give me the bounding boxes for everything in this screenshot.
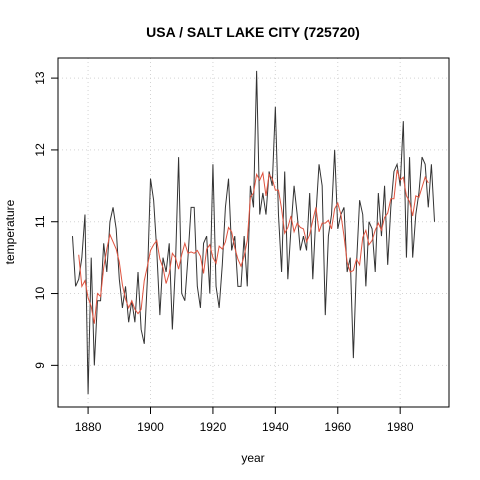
y-axis-label: temperature <box>3 199 17 264</box>
x-tick-label: 1920 <box>200 420 227 434</box>
x-tick-label: 1940 <box>262 420 289 434</box>
y-tick-label: 10 <box>33 287 47 301</box>
series-line <box>71 70 436 395</box>
chart-title: USA / SALT LAKE CITY (725720) <box>146 24 360 40</box>
series-line <box>78 169 429 324</box>
x-axis-label: year <box>241 451 264 465</box>
y-tick-label: 13 <box>33 71 47 85</box>
x-tick-label: 1960 <box>324 420 351 434</box>
x-tick-label: 1880 <box>75 420 102 434</box>
y-tick-label: 9 <box>33 362 47 369</box>
x-tick-label: 1900 <box>137 420 164 434</box>
y-tick-label: 11 <box>33 215 47 228</box>
plot-frame <box>57 57 450 408</box>
y-tick-label: 12 <box>33 143 47 157</box>
x-tick-label: 1980 <box>387 420 414 434</box>
